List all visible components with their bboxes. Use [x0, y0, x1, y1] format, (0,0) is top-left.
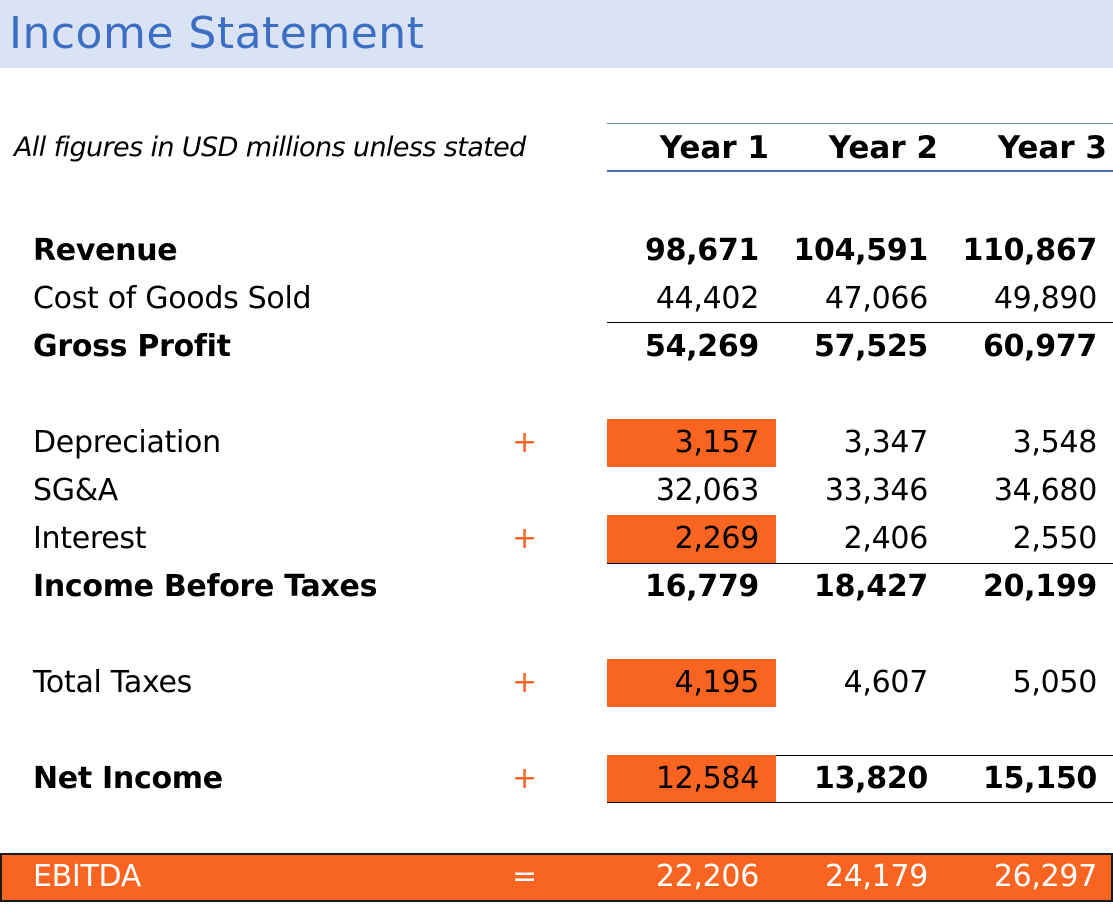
interest-year-1: 2,269	[674, 521, 760, 556]
ibt-label: Income Before Taxes	[33, 569, 378, 604]
interest-year-2: 2,406	[843, 521, 929, 556]
gross-profit-year-1: 54,269	[645, 329, 759, 364]
ebitda-year-3: 26,297	[993, 859, 1097, 894]
ebitda-year-1: 22,206	[655, 859, 759, 894]
column-header-year-2: Year 2	[828, 130, 938, 166]
ebitda-equals-icon: =	[512, 859, 538, 894]
page-title: Income Statement	[9, 8, 425, 59]
units-note: All figures in USD millions unless state…	[14, 132, 526, 163]
net-income-bottom-rule	[607, 802, 1113, 803]
sga-year-3: 34,680	[993, 473, 1097, 508]
revenue-year-3: 110,867	[962, 233, 1097, 268]
gross-profit-rule	[607, 322, 1113, 323]
cogs-year-3: 49,890	[993, 281, 1097, 316]
ibt-year-1: 16,779	[645, 569, 759, 604]
taxes-year-1: 4,195	[674, 665, 760, 700]
cogs-label: Cost of Goods Sold	[33, 281, 312, 316]
ebitda-year-2: 24,179	[824, 859, 928, 894]
depreciation-year-3: 3,548	[1012, 425, 1098, 460]
title-bar	[0, 0, 1113, 68]
cogs-year-1: 44,402	[655, 281, 759, 316]
net-income-plus-icon: +	[512, 761, 538, 796]
depreciation-plus-icon: +	[512, 425, 538, 460]
taxes-highlight	[607, 659, 776, 707]
depreciation-highlight	[607, 419, 776, 467]
sga-year-2: 33,346	[824, 473, 928, 508]
ebitda-label: EBITDA	[33, 859, 142, 894]
ibt-year-3: 20,199	[983, 569, 1097, 604]
net-income-year-2: 13,820	[814, 761, 928, 796]
taxes-year-2: 4,607	[843, 665, 929, 700]
ebitda-bar	[0, 853, 1113, 902]
gross-profit-year-2: 57,525	[814, 329, 928, 364]
interest-plus-icon: +	[512, 521, 538, 556]
net-income-year-1: 12,584	[655, 761, 759, 796]
gross-profit-year-3: 60,977	[983, 329, 1097, 364]
revenue-year-1: 98,671	[645, 233, 759, 268]
net-income-label: Net Income	[33, 761, 223, 796]
taxes-label: Total Taxes	[33, 665, 192, 700]
ibt-year-2: 18,427	[814, 569, 928, 604]
depreciation-label: Depreciation	[33, 425, 221, 460]
net-income-top-rule	[607, 755, 1113, 756]
depreciation-year-1: 3,157	[674, 425, 760, 460]
taxes-year-3: 5,050	[1012, 665, 1098, 700]
column-header-year-1: Year 1	[659, 130, 769, 166]
net-income-year-3: 15,150	[983, 761, 1097, 796]
revenue-label: Revenue	[33, 233, 178, 268]
net-income-highlight	[607, 755, 776, 803]
revenue-year-2: 104,591	[793, 233, 928, 268]
ibt-rule	[607, 563, 1113, 564]
column-header-row	[607, 123, 1113, 172]
column-header-year-3: Year 3	[997, 130, 1107, 166]
taxes-plus-icon: +	[512, 665, 538, 700]
gross-profit-label: Gross Profit	[33, 329, 231, 364]
cogs-year-2: 47,066	[824, 281, 928, 316]
depreciation-year-2: 3,347	[843, 425, 929, 460]
sga-label: SG&A	[33, 473, 119, 508]
interest-label: Interest	[33, 521, 147, 556]
interest-highlight	[607, 515, 776, 563]
interest-year-3: 2,550	[1012, 521, 1098, 556]
sga-year-1: 32,063	[655, 473, 759, 508]
